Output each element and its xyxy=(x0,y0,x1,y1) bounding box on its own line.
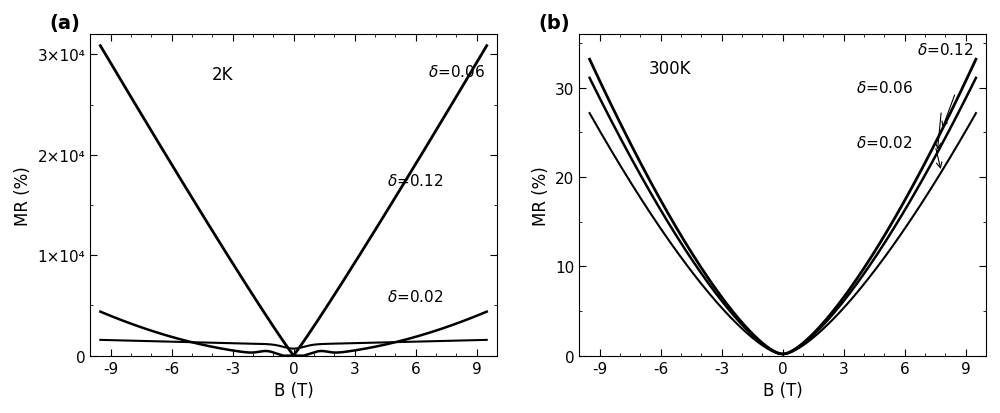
Text: 300K: 300K xyxy=(649,60,691,78)
X-axis label: B (T): B (T) xyxy=(274,381,313,399)
Text: (b): (b) xyxy=(539,14,570,33)
Text: $\delta$=0.12: $\delta$=0.12 xyxy=(917,41,973,57)
Text: $\delta$=0.02: $\delta$=0.02 xyxy=(856,135,912,150)
Text: $\delta$=0.02: $\delta$=0.02 xyxy=(387,288,444,304)
Y-axis label: MR (%): MR (%) xyxy=(532,166,550,225)
Text: $\delta$=0.06: $\delta$=0.06 xyxy=(856,80,913,96)
Text: (a): (a) xyxy=(50,14,80,33)
Y-axis label: MR (%): MR (%) xyxy=(14,166,32,225)
Text: 2K: 2K xyxy=(212,66,234,84)
X-axis label: B (T): B (T) xyxy=(763,381,803,399)
Text: $\delta$=0.12: $\delta$=0.12 xyxy=(387,173,444,189)
Text: $\delta$=0.06: $\delta$=0.06 xyxy=(428,64,485,80)
